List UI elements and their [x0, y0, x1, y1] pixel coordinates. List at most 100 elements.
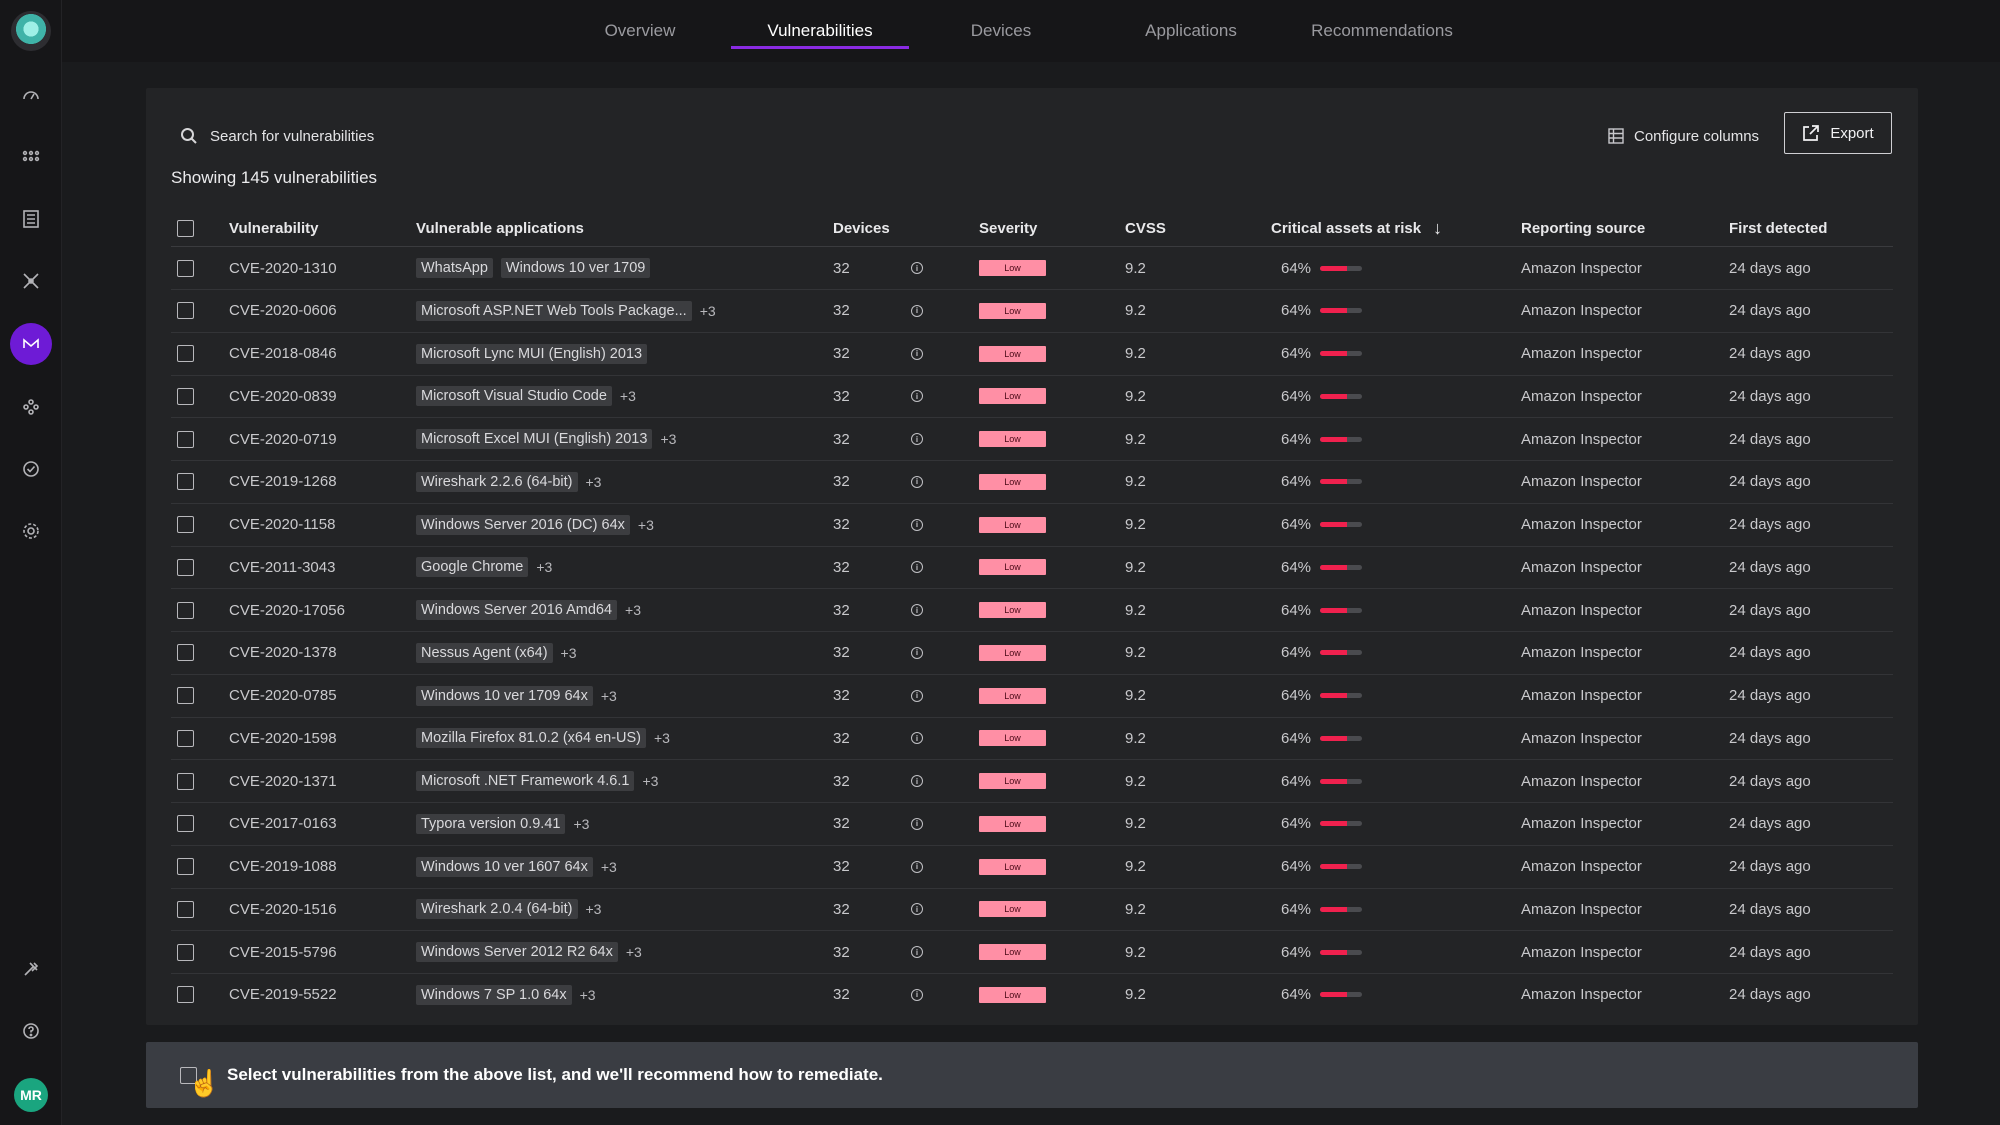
application-chip[interactable]: Windows Server 2016 (DC) 64x: [416, 514, 630, 535]
info-icon[interactable]: i: [911, 903, 923, 916]
table-row[interactable]: CVE-2020-0606 Microsoft ASP.NET Web Tool…: [171, 290, 1893, 333]
row-checkbox[interactable]: [177, 900, 194, 918]
help-icon[interactable]: [15, 1015, 47, 1047]
info-icon[interactable]: i: [911, 732, 923, 745]
row-checkbox[interactable]: [177, 302, 194, 320]
col-cvss[interactable]: CVSS: [1125, 219, 1166, 237]
more-applications-count[interactable]: +3: [600, 858, 617, 875]
application-chip[interactable]: Windows 10 ver 1607 64x: [416, 856, 593, 877]
table-row[interactable]: CVE-2020-1516 Wireshark 2.0.4 (64-bit) +3…: [171, 888, 1893, 932]
application-chip[interactable]: Windows 7 SP 1.0 64x: [416, 984, 572, 1005]
table-row[interactable]: CVE-2018-0846 Microsoft Lync MUI (Englis…: [171, 333, 1893, 376]
cve-id[interactable]: CVE-2020-0719: [229, 430, 337, 448]
app-logo[interactable]: [11, 11, 51, 51]
more-applications-count[interactable]: +3: [573, 815, 590, 832]
info-icon[interactable]: i: [911, 433, 923, 445]
tab-vulnerabilities[interactable]: Vulnerabilities: [731, 0, 909, 62]
cve-id[interactable]: CVE-2020-0839: [229, 387, 337, 405]
footer-checkbox[interactable]: [180, 1067, 197, 1084]
row-checkbox[interactable]: [177, 772, 194, 790]
more-applications-count[interactable]: +3: [585, 473, 602, 490]
cve-id[interactable]: CVE-2018-0846: [229, 345, 337, 362]
info-icon[interactable]: i: [911, 561, 923, 574]
more-applications-count[interactable]: +3: [619, 388, 636, 405]
info-icon[interactable]: i: [911, 262, 923, 274]
info-icon[interactable]: i: [911, 988, 923, 1001]
more-applications-count[interactable]: +3: [625, 944, 642, 960]
cve-id[interactable]: CVE-2020-1378: [229, 644, 337, 662]
cve-id[interactable]: CVE-2019-1268: [229, 473, 337, 491]
tab-overview[interactable]: Overview: [604, 21, 676, 40]
export-button[interactable]: Export: [1784, 112, 1892, 154]
more-applications-count[interactable]: +3: [600, 687, 617, 704]
check-circle-icon[interactable]: [15, 453, 47, 485]
integrations-icon[interactable]: [15, 391, 47, 423]
table-row[interactable]: CVE-2017-0163 Typora version 0.9.41 +3 32…: [171, 803, 1893, 846]
configure-columns-button[interactable]: Configure columns: [1608, 122, 1759, 150]
cve-id[interactable]: CVE-2020-0606: [229, 302, 337, 320]
info-icon[interactable]: i: [911, 860, 923, 873]
more-applications-count[interactable]: +3: [560, 644, 577, 661]
application-chip[interactable]: Google Chrome: [416, 557, 529, 578]
cve-id[interactable]: CVE-2020-17056: [229, 601, 345, 619]
cve-id[interactable]: CVE-2011-3043: [229, 558, 336, 576]
table-row[interactable]: CVE-2019-1088 Windows 10 ver 1607 64x +3 …: [171, 846, 1893, 889]
tab-devices[interactable]: Devices: [970, 21, 1032, 40]
cve-id[interactable]: CVE-2020-0785: [229, 687, 337, 704]
network-icon[interactable]: [15, 265, 47, 297]
more-applications-count[interactable]: +3: [536, 559, 553, 576]
cve-id[interactable]: CVE-2020-1516: [229, 900, 337, 918]
col-devices[interactable]: Devices: [833, 219, 890, 237]
col-vulnerable-applications[interactable]: Vulnerable applications: [416, 219, 584, 237]
col-vulnerability[interactable]: Vulnerability: [229, 219, 319, 237]
application-chip[interactable]: Microsoft Visual Studio Code: [416, 386, 612, 407]
tools-icon[interactable]: [15, 953, 47, 985]
application-chip[interactable]: Microsoft Excel MUI (English) 2013: [416, 429, 653, 449]
info-icon[interactable]: i: [911, 347, 923, 360]
row-checkbox[interactable]: [177, 601, 194, 619]
application-chip[interactable]: Wireshark 2.0.4 (64-bit): [416, 899, 578, 920]
row-checkbox[interactable]: [177, 644, 194, 662]
col-first-detected[interactable]: First detected: [1729, 219, 1828, 237]
row-checkbox[interactable]: [177, 345, 194, 362]
cve-id[interactable]: CVE-2015-5796: [229, 943, 337, 961]
col-reporting-source[interactable]: Reporting source: [1521, 219, 1646, 237]
row-checkbox[interactable]: [177, 387, 194, 405]
info-icon[interactable]: i: [911, 304, 923, 317]
info-icon[interactable]: i: [911, 604, 923, 616]
row-checkbox[interactable]: [177, 558, 194, 576]
list-icon[interactable]: [15, 203, 47, 235]
settings-icon[interactable]: [15, 515, 47, 547]
cve-id[interactable]: CVE-2020-1371: [229, 772, 337, 790]
cve-id[interactable]: CVE-2017-0163: [229, 815, 337, 833]
application-chip[interactable]: Windows 10 ver 1709 64x: [416, 685, 593, 706]
table-row[interactable]: CVE-2020-1378 Nessus Agent (x64) +3 32 i …: [171, 632, 1893, 675]
info-icon[interactable]: i: [911, 946, 923, 958]
table-row[interactable]: CVE-2015-5796 Windows Server 2012 R2 64x…: [171, 931, 1893, 974]
tab-recommendations[interactable]: Recommendations: [1311, 21, 1453, 40]
table-row[interactable]: CVE-2011-3043 Google Chrome +3 32 i Low 9…: [171, 546, 1893, 590]
application-chip[interactable]: Microsoft .NET Framework 4.6.1: [416, 771, 635, 791]
table-row[interactable]: CVE-2020-1598 Mozilla Firefox 81.0.2 (x6…: [171, 717, 1893, 761]
row-checkbox[interactable]: [177, 815, 194, 833]
brand-icon[interactable]: [10, 323, 52, 365]
row-checkbox[interactable]: [177, 516, 194, 533]
dashboard-icon[interactable]: [15, 79, 47, 111]
more-applications-count[interactable]: +3: [585, 901, 602, 918]
application-chip[interactable]: Windows 10 ver 1709: [500, 258, 651, 278]
row-checkbox[interactable]: [177, 259, 194, 277]
row-checkbox[interactable]: [177, 858, 194, 875]
row-checkbox[interactable]: [177, 729, 194, 747]
table-row[interactable]: CVE-2020-1158 Windows Server 2016 (DC) 6…: [171, 504, 1893, 547]
table-row[interactable]: CVE-2020-0839 Microsoft Visual Studio Co…: [171, 375, 1893, 419]
cve-id[interactable]: CVE-2020-1598: [229, 729, 337, 747]
row-checkbox[interactable]: [177, 943, 194, 961]
application-chip[interactable]: Windows Server 2012 R2 64x: [416, 942, 618, 962]
application-chip[interactable]: WhatsApp: [416, 258, 493, 278]
application-chip[interactable]: Microsoft ASP.NET Web Tools Package...: [416, 300, 692, 321]
info-icon[interactable]: i: [911, 817, 923, 830]
table-row[interactable]: CVE-2020-1371 Microsoft .NET Framework 4…: [171, 760, 1893, 803]
col-severity[interactable]: Severity: [979, 219, 1038, 237]
table-row[interactable]: CVE-2020-17056 Windows Server 2016 Amd64…: [171, 589, 1893, 632]
application-chip[interactable]: Wireshark 2.2.6 (64-bit): [416, 471, 578, 492]
